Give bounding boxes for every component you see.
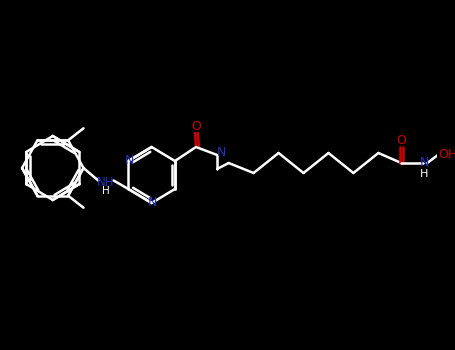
Text: O: O bbox=[191, 119, 201, 133]
Text: NH: NH bbox=[97, 176, 115, 189]
Text: H: H bbox=[102, 187, 110, 196]
Text: N: N bbox=[217, 147, 227, 160]
Text: H: H bbox=[420, 169, 429, 179]
Text: N: N bbox=[125, 154, 134, 168]
Text: O: O bbox=[396, 134, 406, 147]
Text: N: N bbox=[148, 196, 157, 210]
Text: N: N bbox=[420, 155, 429, 168]
Text: OH: OH bbox=[438, 148, 455, 161]
